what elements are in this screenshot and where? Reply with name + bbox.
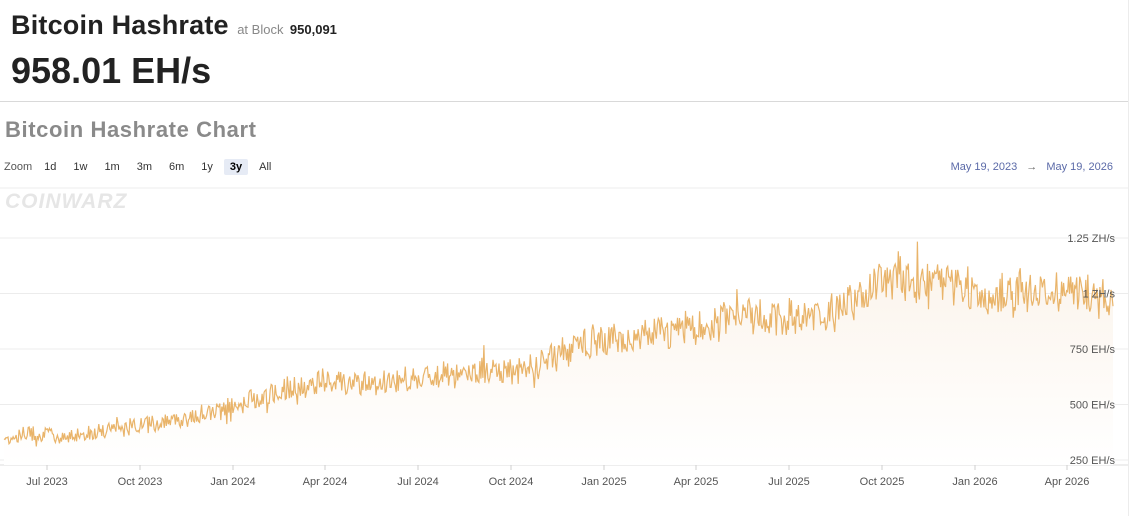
block-number: 950,091 — [289, 22, 337, 37]
range-to[interactable]: May 19, 2026 — [1046, 161, 1113, 173]
y-tick-label: 500 EH/s — [1070, 400, 1116, 412]
zoom-label: Zoom — [4, 161, 33, 173]
y-tick-label: 1.25 ZH/s — [1067, 233, 1115, 245]
y-tick-labels: 250 EH/s 500 EH/s 750 EH/s 1 ZH/s 1.25 ZH/s — [1067, 233, 1115, 467]
y-tick-label: 250 EH/s — [1070, 455, 1116, 467]
current-hashrate: 958.01 EH/s — [11, 50, 212, 91]
hashrate-line — [3, 241, 1114, 447]
x-tick-label: Apr 2026 — [1045, 476, 1090, 488]
range-arrow-icon: → — [1026, 161, 1038, 173]
zoom-button-1y[interactable]: 1y — [201, 161, 213, 173]
x-tick-label: Apr 2024 — [303, 476, 348, 488]
header: Bitcoin Hashrate at Block 950,091 958.01… — [0, 0, 1128, 102]
y-tick-label: 1 ZH/s — [1083, 289, 1116, 301]
x-tick-label: Oct 2024 — [489, 476, 534, 488]
zoom-button-3m[interactable]: 3m — [136, 161, 152, 173]
x-tick-label: Jan 2025 — [581, 476, 626, 488]
zoom-button-6m[interactable]: 6m — [169, 161, 185, 173]
zoom-buttons: 1d 1w 1m 3m 6m 1y 3y All — [38, 159, 282, 175]
zoom-button-All[interactable]: All — [259, 161, 272, 173]
coinwarz-watermark: COINWARZ — [5, 190, 128, 213]
zoom-bar: Zoom 1d 1w 1m 3m 6m 1y 3y All — [4, 159, 282, 175]
block-label: at Block — [237, 22, 284, 37]
x-tick-label: Jul 2023 — [26, 476, 68, 488]
hashrate-area — [4, 241, 1113, 465]
title-row: Bitcoin Hashrate at Block 950,091 — [11, 10, 337, 41]
zoom-button-1d[interactable]: 1d — [44, 161, 57, 173]
zoom-button-1m[interactable]: 1m — [104, 161, 120, 173]
x-tick-label: Oct 2023 — [118, 476, 163, 488]
x-tick-label: Jul 2025 — [768, 476, 810, 488]
y-tick-label: 750 EH/s — [1070, 344, 1116, 356]
zoom-button-1w[interactable]: 1w — [73, 161, 88, 173]
chart-title: Bitcoin Hashrate Chart — [5, 117, 257, 142]
x-tick-label: Jul 2024 — [397, 476, 439, 488]
range-from[interactable]: May 19, 2023 — [950, 161, 1018, 173]
x-tick-label: Oct 2025 — [860, 476, 905, 488]
date-range[interactable]: May 19, 2023 → May 19, 2026 — [951, 161, 1113, 173]
x-tick-label: Apr 2025 — [674, 476, 719, 488]
page-title: Bitcoin Hashrate — [11, 10, 229, 40]
zoom-button-3y[interactable]: 3y — [223, 159, 249, 175]
x-tick-labels: Jul 2023 Oct 2023 Jan 2024 Apr 2024 Jul 2024… — [26, 465, 1089, 488]
page-edge — [1128, 0, 1146, 516]
x-tick-label: Jan 2024 — [210, 476, 255, 488]
x-tick-label: Jan 2026 — [952, 476, 997, 488]
